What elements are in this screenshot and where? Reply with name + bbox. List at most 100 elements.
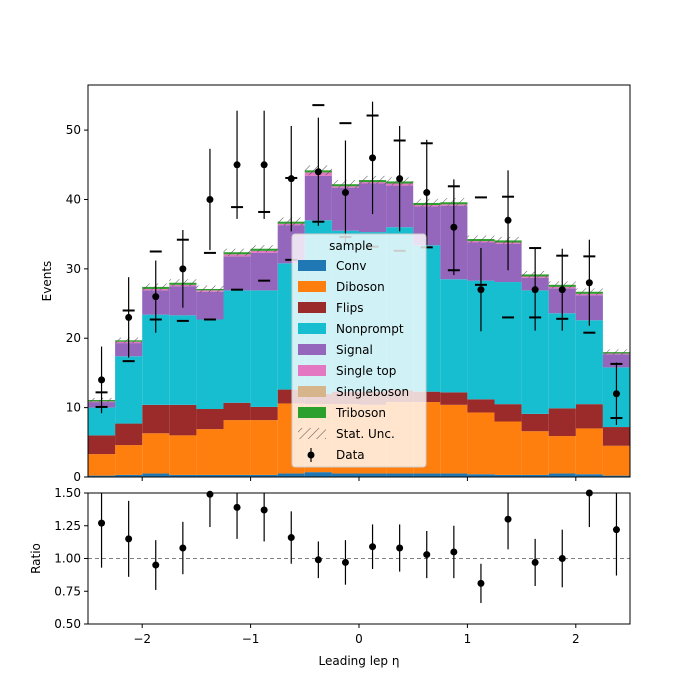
bar-conv-4 <box>196 474 224 477</box>
legend-label-4: Signal <box>336 343 373 357</box>
main-ytick-label-5: 50 <box>66 123 81 137</box>
ratio-xtick-label-2: 0 <box>355 632 363 646</box>
legend-swatch-data <box>307 451 315 459</box>
ratio-point-9 <box>341 558 349 566</box>
ratio-xtick-label-3: 1 <box>464 632 472 646</box>
bar-nonprompt-15 <box>494 282 522 405</box>
legend-label-6: Singleboson <box>336 385 409 399</box>
bar-flips-16 <box>521 413 549 432</box>
bar-flips-4 <box>196 409 224 430</box>
ratio-point-13 <box>450 548 458 556</box>
ratio-point-8 <box>314 556 322 564</box>
bar-flips-19 <box>602 427 630 446</box>
data-point-2 <box>152 293 160 301</box>
legend-swatch-stat-unc- <box>298 428 326 439</box>
legend-label-7: Triboson <box>335 406 386 420</box>
bar-signal-6 <box>250 252 278 291</box>
data-point-7 <box>287 175 295 183</box>
ratio-ytick-label-3: 1.25 <box>54 519 81 533</box>
bar-conv-5 <box>223 474 251 477</box>
data-point-18 <box>585 279 593 287</box>
bar-conv-7 <box>277 473 305 477</box>
ratio-xtick-label-1: −1 <box>242 632 260 646</box>
main-ytick-label-2: 20 <box>66 331 81 345</box>
bar-diboson-13 <box>440 404 468 474</box>
ratio-point-1 <box>125 535 133 543</box>
legend-label-1: Diboson <box>336 280 385 294</box>
ratio-point-14 <box>477 579 485 587</box>
bar-conv-8 <box>304 472 332 477</box>
bar-diboson-4 <box>196 429 224 475</box>
legend-swatch-signal <box>298 344 326 355</box>
bar-nonprompt-3 <box>169 315 197 405</box>
ratio-point-12 <box>423 551 431 559</box>
bar-nonprompt-6 <box>250 290 278 407</box>
stat-unc-band-14 <box>467 235 495 243</box>
ratio-ytick-label-4: 1.50 <box>54 486 81 500</box>
legend-label-8: Stat. Unc. <box>336 427 395 441</box>
main-ytick-label-0: 0 <box>73 470 81 484</box>
bar-flips-18 <box>575 404 603 429</box>
bar-conv-13 <box>440 473 468 477</box>
bar-signal-19 <box>602 354 630 368</box>
ratio-ytick-label-1: 0.75 <box>54 584 81 598</box>
bar-flips-15 <box>494 404 522 422</box>
data-point-15 <box>504 216 512 224</box>
bar-conv-16 <box>521 474 549 477</box>
bar-conv-12 <box>413 473 441 477</box>
bar-diboson-18 <box>575 428 603 475</box>
bar-flips-3 <box>169 404 197 436</box>
data-point-8 <box>314 168 322 176</box>
legend-swatch-flips <box>298 302 326 313</box>
data-point-9 <box>341 189 349 197</box>
ratio-point-7 <box>287 534 295 542</box>
data-point-12 <box>423 189 431 197</box>
legend-swatch-diboson <box>298 281 326 292</box>
ratio-point-3 <box>179 544 187 552</box>
bar-flips-5 <box>223 402 251 421</box>
ratio-point-17 <box>558 555 566 562</box>
bar-conv-3 <box>169 474 197 477</box>
ratio-point-6 <box>260 506 268 514</box>
bar-diboson-6 <box>250 420 278 475</box>
data-point-3 <box>179 265 187 273</box>
legend-swatch-singleboson <box>298 386 326 397</box>
bar-diboson-19 <box>602 445 630 476</box>
legend-swatch-triboson <box>298 407 326 418</box>
bar-conv-14 <box>467 474 495 477</box>
data-point-19 <box>612 390 620 398</box>
bar-conv-15 <box>494 474 522 477</box>
main-ytick-label-3: 30 <box>66 262 81 276</box>
ratio-xlabel: Leading lep η <box>319 654 400 668</box>
legend-swatch-single-top <box>298 365 326 376</box>
data-point-10 <box>369 154 377 162</box>
data-point-5 <box>233 161 241 169</box>
ratio-frame <box>87 492 631 625</box>
data-point-17 <box>558 286 566 294</box>
bar-flips-12 <box>413 391 441 403</box>
bar-flips-13 <box>440 392 468 405</box>
bar-diboson-1 <box>115 445 143 475</box>
data-point-0 <box>98 376 106 384</box>
main-ytick-label-4: 40 <box>66 192 81 206</box>
ratio-xtick-label-0: −2 <box>133 632 151 646</box>
bar-conv-6 <box>250 474 278 477</box>
legend: sample Conv Diboson Flips Nonprompt Signal Sin… <box>291 233 427 468</box>
bar-conv-2 <box>142 473 170 477</box>
ratio-point-0 <box>98 519 106 527</box>
bar-diboson-16 <box>521 431 549 475</box>
bar-flips-2 <box>142 404 170 434</box>
stat-unc-band-4 <box>196 285 224 293</box>
ratio-ylabel: Ratio <box>29 543 43 574</box>
bar-flips-14 <box>467 399 495 413</box>
main-ylabel: Events <box>40 261 54 302</box>
bar-conv-11 <box>386 473 414 477</box>
ratio-point-10 <box>369 543 377 551</box>
ratio-point-16 <box>531 558 539 566</box>
data-point-1 <box>125 313 133 321</box>
bar-flips-17 <box>548 408 576 437</box>
ratio-ytick-label-0: 0.50 <box>54 617 81 631</box>
bar-nonprompt-18 <box>575 320 603 405</box>
bar-diboson-5 <box>223 420 251 475</box>
data-point-16 <box>531 286 539 294</box>
